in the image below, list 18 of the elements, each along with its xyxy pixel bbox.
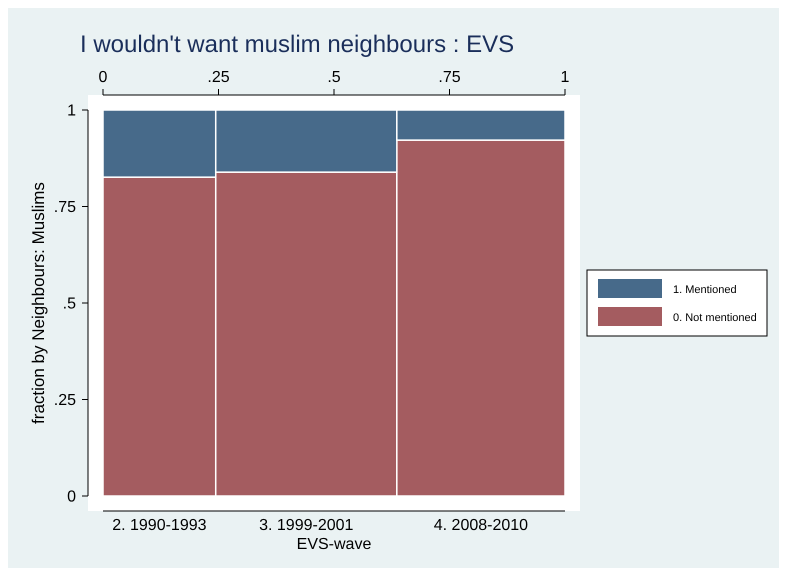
x-tick-label: 1	[560, 69, 570, 86]
text: 0. Not mentioned	[673, 312, 757, 324]
x-axis-title: EVS-wave	[296, 536, 372, 553]
text: 3. 1999-2001	[259, 517, 354, 534]
x-tick-label: .75	[438, 69, 461, 86]
y-axis-title: fraction by Neighbours: Muslims	[29, 182, 48, 424]
x-tick-label: .5	[327, 69, 341, 86]
y-tick-label: .25	[54, 392, 76, 410]
y-tick-label: .5	[62, 296, 76, 313]
text: 4. 2008-2010	[434, 517, 528, 534]
x-tick-label: .25	[207, 69, 230, 86]
y-tick-label: 0	[67, 488, 76, 506]
text: 2. 1990-1993	[112, 517, 207, 534]
y-tick-label: 1	[67, 102, 76, 120]
y-tick-label: .75	[54, 199, 76, 216]
x-tick-label: 0	[98, 69, 108, 86]
chart-title: I wouldn't want muslim neighbours : EVS	[80, 31, 514, 58]
text: 1. Mentioned	[673, 284, 737, 296]
